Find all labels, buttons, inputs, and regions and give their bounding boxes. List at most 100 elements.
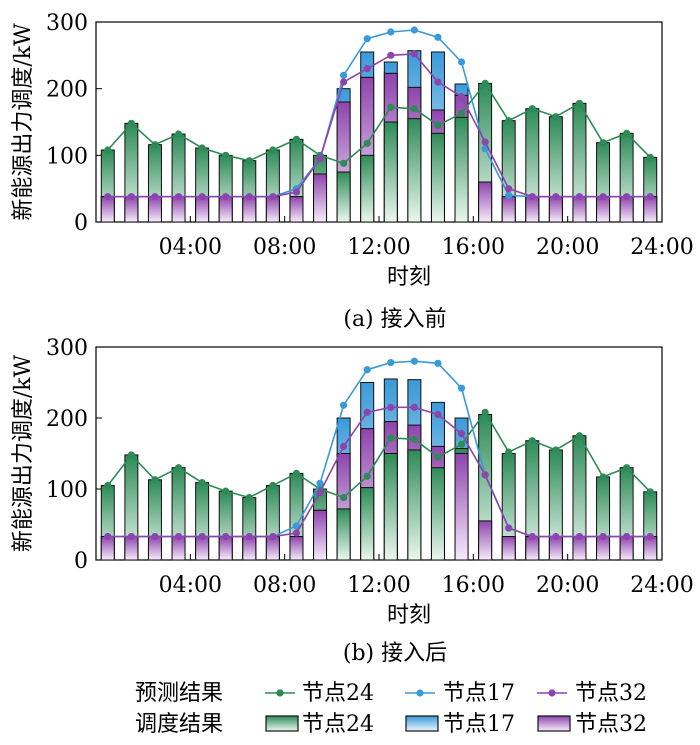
forecast-point-node32: [387, 403, 395, 411]
y-tick-label: 300: [46, 11, 88, 36]
forecast-point-node24: [505, 448, 513, 456]
y-tick-label: 0: [74, 211, 88, 236]
forecast-point-node24: [599, 139, 607, 147]
x-tick-label: 16:00: [442, 573, 505, 598]
dispatch-bar-node32: [501, 536, 516, 561]
forecast-point-node24: [646, 153, 654, 161]
forecast-point-node24: [434, 121, 442, 129]
forecast-point-node32: [340, 442, 348, 450]
y-tick-label: 0: [74, 549, 88, 574]
forecast-point-node24: [623, 129, 631, 137]
forecast-point-node32: [269, 193, 277, 201]
forecast-point-node24: [151, 476, 159, 484]
forecast-point-node32: [245, 532, 253, 541]
forecast-point-node24: [505, 117, 513, 125]
x-tick-label: 20:00: [536, 235, 599, 260]
forecast-point-node17: [457, 384, 466, 392]
dispatch-bar-node24: [336, 508, 351, 561]
legend-forecast-node17: 节点17: [443, 681, 515, 706]
legend-dispatch-node17: 节点17: [443, 712, 515, 737]
forecast-point-node17: [363, 366, 371, 374]
forecast-point-node32: [457, 430, 466, 438]
x-tick-label: 08:00: [253, 573, 316, 598]
forecast-point-node24: [599, 473, 607, 481]
dispatch-bar-node32: [124, 196, 139, 223]
forecast-point-node32: [575, 532, 584, 541]
x-tick-label: 20:00: [536, 573, 599, 598]
legend-forecast-marker-node24: [276, 689, 284, 697]
dispatch-bar-node24: [336, 171, 351, 223]
forecast-point-node32: [505, 185, 513, 193]
forecast-point-node32: [104, 532, 112, 541]
dispatch-bar-node24: [383, 453, 398, 561]
x-tick-label: 04:00: [159, 573, 222, 598]
forecast-point-node32: [174, 193, 183, 201]
x-tick-label: 04:00: [159, 235, 222, 260]
forecast-point-node32: [599, 532, 607, 541]
dispatch-bar-node32: [100, 196, 115, 223]
dispatch-bar-node24: [360, 154, 375, 223]
forecast-point-node24: [457, 440, 466, 448]
forecast-point-node24: [481, 408, 489, 416]
forecast-point-node32: [646, 193, 654, 201]
forecast-point-node17: [410, 26, 418, 34]
forecast-point-node17: [434, 33, 442, 41]
x-tick-label: 12:00: [347, 573, 410, 598]
forecast-point-node32: [151, 193, 159, 201]
forecast-point-node24: [269, 146, 277, 154]
forecast-point-node32: [363, 65, 371, 73]
legend-forecast-marker-node32: [548, 689, 556, 697]
forecast-point-node17: [505, 191, 513, 199]
forecast-point-node24: [552, 446, 560, 454]
legend-dispatch-swatch-node24: [265, 715, 299, 732]
y-axis-label: 新能源出力调度/kW: [11, 354, 36, 552]
forecast-point-node32: [575, 193, 584, 201]
forecast-point-node32: [552, 532, 560, 541]
forecast-point-node32: [292, 188, 301, 196]
forecast-point-node24: [410, 105, 418, 113]
y-tick-label: 100: [46, 144, 88, 169]
legend-dispatch-swatch-node17: [405, 715, 439, 732]
forecast-point-node24: [410, 435, 418, 443]
forecast-line-node32: [107, 53, 651, 198]
y-tick-label: 300: [46, 336, 88, 361]
dispatch-bar-node32: [643, 196, 658, 223]
forecast-point-node17: [387, 359, 395, 367]
forecast-point-node24: [292, 135, 301, 143]
y-tick-label: 100: [46, 478, 88, 503]
y-tick-label: 200: [46, 407, 88, 432]
forecast-point-node32: [434, 78, 442, 86]
dispatch-bar-node32: [289, 536, 304, 561]
x-axis-label: 时刻: [387, 603, 431, 628]
forecast-point-node32: [316, 488, 324, 497]
forecast-point-node24: [340, 493, 348, 502]
forecast-point-node32: [552, 193, 560, 201]
forecast-point-node32: [198, 532, 206, 541]
forecast-point-node32: [292, 529, 301, 537]
dispatch-bar-node24: [430, 132, 445, 223]
panel-a: 0 100 200 300 04:00 08:00 12:00 16:00 20:00 24:00…: [11, 11, 694, 290]
subtitle-b: (b) 接入后: [343, 641, 447, 666]
forecast-point-node32: [198, 193, 206, 201]
forecast-point-node32: [434, 410, 442, 419]
forecast-point-node32: [481, 138, 489, 146]
forecast-point-node24: [198, 144, 206, 152]
forecast-point-node32: [222, 193, 230, 201]
forecast-point-node24: [174, 464, 183, 472]
dispatch-bar-node32: [572, 196, 587, 223]
forecast-point-node32: [127, 193, 135, 201]
forecast-point-node24: [481, 79, 489, 87]
legend-dispatch-node24: 节点24: [302, 712, 374, 737]
forecast-point-node17: [410, 357, 418, 365]
forecast-point-node17: [457, 58, 466, 66]
forecast-point-node17: [434, 359, 442, 367]
x-tick-label: 08:00: [253, 235, 316, 260]
forecast-line-node17: [107, 360, 651, 538]
forecast-point-node24: [269, 481, 277, 490]
forecast-point-node32: [316, 155, 324, 163]
dispatch-bar-node32: [501, 196, 516, 223]
forecast-point-node24: [575, 99, 584, 107]
subtitle-a: (a) 接入前: [343, 307, 446, 332]
